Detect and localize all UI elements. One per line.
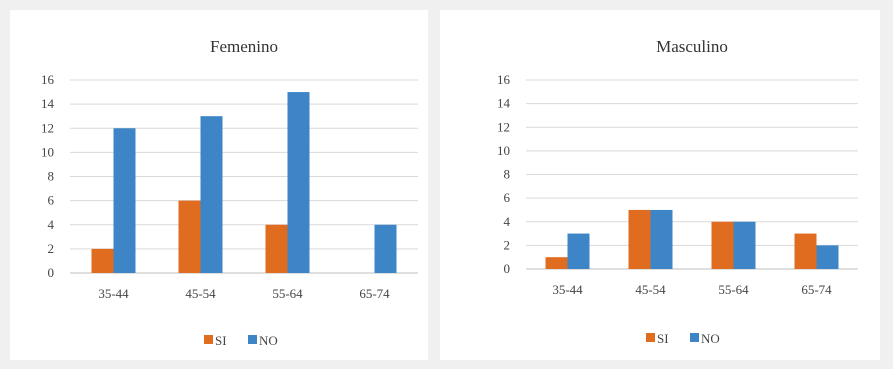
x-tick-label: 35-44 <box>552 282 583 297</box>
legend-swatch-no <box>248 335 257 344</box>
y-tick-label: 10 <box>41 144 54 159</box>
bar-no-45-54 <box>650 209 673 269</box>
bar-si-35-44 <box>545 257 568 269</box>
legend-label-no: NO <box>259 333 278 348</box>
x-tick-label: 45-54 <box>185 286 216 301</box>
chart-title-femenino: Femenino <box>210 37 278 56</box>
y-tick-label: 12 <box>497 119 510 134</box>
x-tick-label: 55-64 <box>272 286 303 301</box>
bar-si-45-54 <box>628 209 651 269</box>
y-tick-label: 4 <box>48 217 55 232</box>
x-tick-label: 45-54 <box>635 282 666 297</box>
y-tick-label: 2 <box>48 241 55 256</box>
bar-no-35-44 <box>567 233 590 269</box>
y-tick-label: 4 <box>504 214 511 229</box>
chart-femenino-panel: Femenino 0 2 4 6 8 10 12 14 16 35-44 45-54 55-64 65-7… <box>10 10 428 360</box>
bar-no-65-74 <box>374 224 397 273</box>
bar-no-55-64 <box>287 92 310 273</box>
x-tick-label: 35-44 <box>98 286 129 301</box>
legend-swatch-si <box>204 335 213 344</box>
bar-si-45-54 <box>178 200 201 273</box>
bar-no-45-54 <box>200 116 223 273</box>
y-tick-label: 16 <box>497 72 511 87</box>
y-tick-label: 0 <box>48 265 55 280</box>
bar-no-65-74 <box>816 245 839 269</box>
bar-no-55-64 <box>733 221 756 269</box>
legend-swatch-no <box>690 333 699 342</box>
chart-title-masculino: Masculino <box>656 37 728 56</box>
legend-label-no: NO <box>701 331 720 346</box>
y-tick-label: 16 <box>41 72 55 87</box>
bar-si-55-64 <box>265 224 288 273</box>
bar-si-55-64 <box>711 221 734 269</box>
x-tick-label: 55-64 <box>718 282 749 297</box>
x-tick-label: 65-74 <box>359 286 390 301</box>
chart-masculino-panel: Masculino 0 2 4 6 8 10 12 14 16 35-44 45-54 55-64 65-… <box>440 10 880 360</box>
y-tick-label: 10 <box>497 143 510 158</box>
y-tick-label: 2 <box>504 237 511 252</box>
chart-femenino: Femenino 0 2 4 6 8 10 12 14 16 35-44 45-54 55-64 65-7… <box>41 37 418 348</box>
legend-label-si: SI <box>215 333 227 348</box>
legend-swatch-si <box>646 333 655 342</box>
x-tick-label: 65-74 <box>801 282 832 297</box>
y-tick-label: 6 <box>48 193 55 208</box>
y-tick-label: 0 <box>504 261 511 276</box>
y-tick-label: 6 <box>504 190 511 205</box>
y-tick-label: 8 <box>504 167 511 182</box>
y-tick-label: 14 <box>41 96 55 111</box>
y-tick-label: 12 <box>41 120 54 135</box>
bar-si-35-44 <box>91 248 114 273</box>
bar-no-35-44 <box>113 128 136 273</box>
legend-label-si: SI <box>657 331 669 346</box>
y-tick-label: 14 <box>497 96 511 111</box>
y-tick-label: 8 <box>48 169 55 184</box>
bar-si-65-74 <box>794 233 817 269</box>
chart-masculino: Masculino 0 2 4 6 8 10 12 14 16 35-44 45-54 55-64 65-… <box>497 37 858 346</box>
